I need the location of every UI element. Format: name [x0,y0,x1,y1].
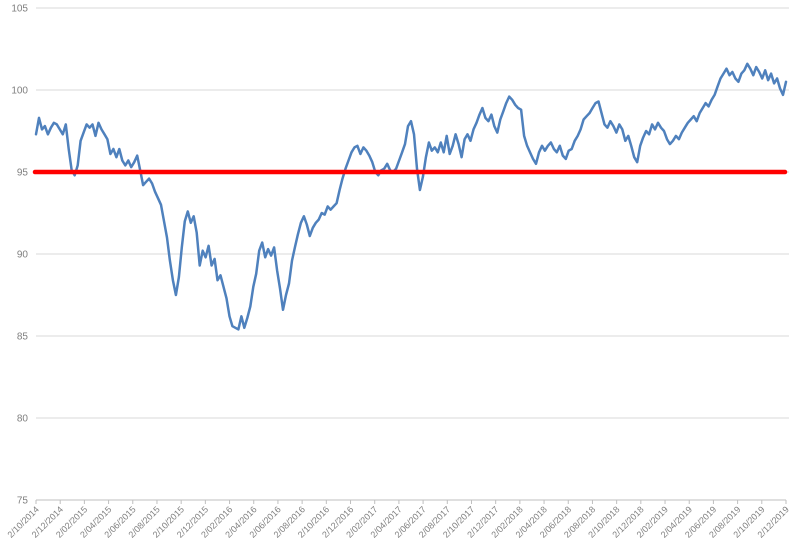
y-tick-label: 85 [17,332,29,343]
price-series-line [34,62,788,331]
x-axis-labels: 2/10/20142/12/20142/02/20152/04/20152/06… [6,504,791,539]
y-tick-label: 95 [17,168,29,179]
y-tick-label: 75 [17,496,29,507]
y-axis-labels: 105 100 95 90 85 80 75 [11,4,28,507]
y-tick-label: 100 [11,86,28,97]
y-tick-label: 105 [11,4,28,15]
y-tick-label: 80 [17,414,29,425]
y-tick-label: 90 [17,250,29,261]
x-axis [35,499,787,504]
gridlines [36,7,789,419]
